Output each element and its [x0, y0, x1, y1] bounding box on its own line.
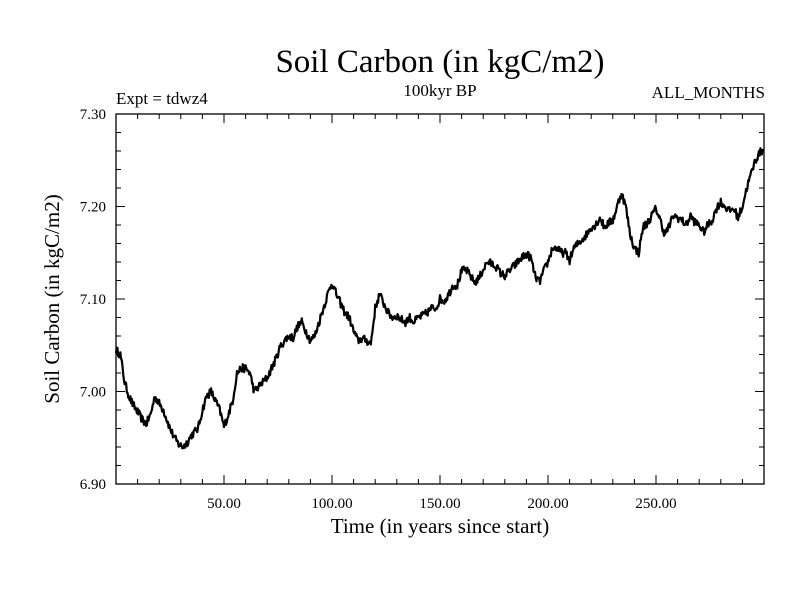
y-tick-label: 7.30	[80, 107, 106, 123]
series-line-soil-carbon	[114, 147, 765, 450]
x-tick-label: 50.00	[207, 496, 241, 512]
x-tick-label: 200.00	[527, 496, 568, 512]
months-label: ALL_MONTHS	[652, 83, 765, 102]
x-tick-label: 150.00	[419, 496, 460, 512]
x-tick-label: 250.00	[635, 496, 676, 512]
y-tick-label: 6.90	[80, 477, 106, 493]
tick-labels: 50.00 100.00 150.00 200.00 250.00 6.90 7.00 7.1…	[80, 107, 677, 512]
y-tick-label: 7.10	[80, 292, 106, 308]
x-axis-label: Time (in years since start)	[331, 514, 550, 538]
plot-frame	[115, 113, 765, 485]
y-tick-label: 7.00	[80, 385, 106, 401]
chart-subtitle: 100kyr BP	[403, 81, 476, 100]
chart-title: Soil Carbon (in kgC/m2)	[275, 44, 604, 80]
experiment-label: Expt = tdwz4	[116, 89, 208, 108]
y-axis-label: Soil Carbon (in kgC/m2)	[40, 194, 64, 403]
x-tick-label: 100.00	[311, 496, 352, 512]
axis-ticks	[116, 114, 764, 484]
y-tick-label: 7.20	[80, 200, 106, 216]
